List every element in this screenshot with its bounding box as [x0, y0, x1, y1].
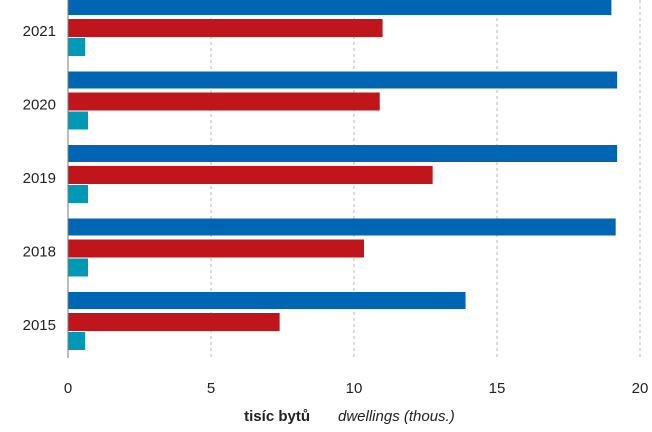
- x-tick-label: 5: [207, 380, 215, 397]
- bar: [68, 218, 616, 236]
- category-label: 2020: [23, 97, 56, 114]
- category-labels: 2021 2020 2019 2018 2015: [23, 23, 56, 334]
- category-label: 2015: [23, 317, 56, 334]
- category-label: 2021: [23, 23, 56, 40]
- bar: [68, 111, 89, 130]
- bars: [68, 0, 618, 350]
- x-tick-labels: 0 5 10 15 20: [64, 380, 649, 397]
- bar: [68, 92, 380, 111]
- bar: [68, 0, 612, 15]
- bar: [68, 239, 365, 258]
- x-tick-label: 20: [632, 380, 649, 397]
- x-tick-label: 10: [346, 380, 363, 397]
- bar: [68, 313, 280, 331]
- x-axis-label-italic: dwellings (thous.): [338, 408, 455, 425]
- x-tick-label: 15: [489, 380, 506, 397]
- bar: [68, 166, 433, 184]
- category-label: 2018: [23, 244, 56, 261]
- x-tick-label: 0: [64, 380, 72, 397]
- x-axis-label-bold: tisíc bytů: [244, 408, 310, 425]
- bar: [68, 145, 618, 162]
- bar: [68, 19, 383, 37]
- bar: [68, 185, 89, 203]
- bar: [68, 71, 618, 89]
- bar: [68, 258, 89, 277]
- bar: [68, 332, 86, 350]
- category-label: 2019: [23, 170, 56, 187]
- bar: [68, 38, 86, 56]
- bar: [68, 292, 466, 309]
